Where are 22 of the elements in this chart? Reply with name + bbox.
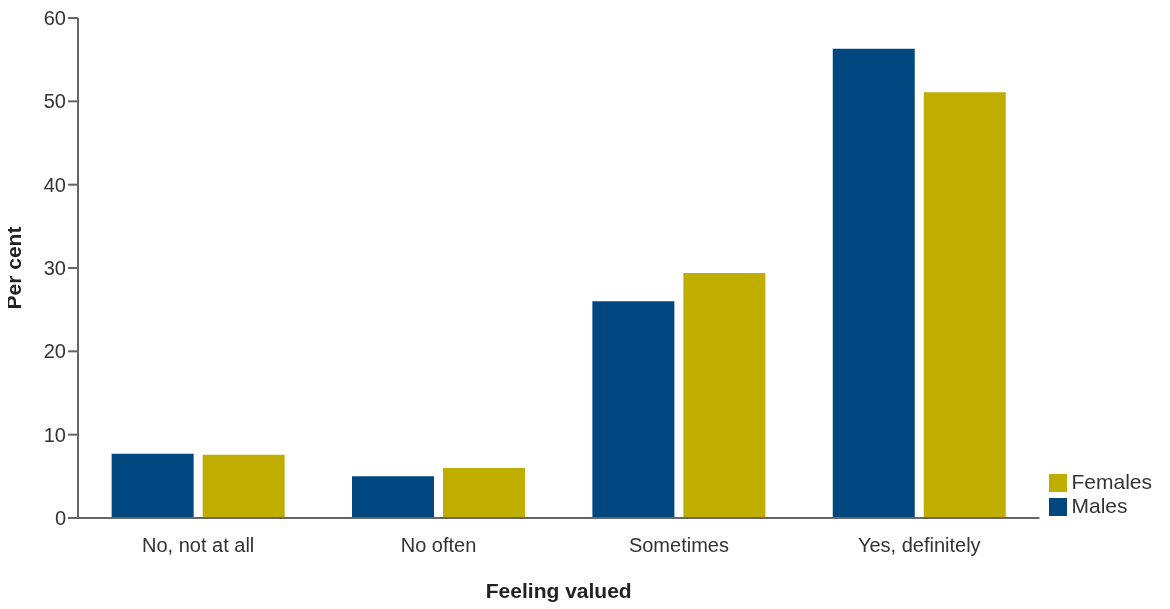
x-tick-label: Sometimes — [628, 534, 729, 557]
x-tick-label: Yes, definitely — [857, 534, 981, 557]
bar — [923, 92, 1006, 518]
y-tick-label: 60 — [43, 7, 66, 30]
bar — [352, 476, 435, 518]
y-tick-label: 20 — [43, 340, 66, 363]
x-tick-label: No often — [400, 534, 477, 557]
bar — [683, 273, 766, 518]
y-tick-label: 10 — [43, 423, 66, 446]
bar — [443, 468, 526, 518]
bar — [111, 453, 194, 518]
bar — [592, 301, 675, 518]
y-tick-label: 40 — [43, 173, 66, 196]
bar — [202, 454, 285, 518]
y-tick-label: 30 — [43, 257, 66, 280]
legend-label: Females — [1071, 470, 1152, 493]
legend-label: Males — [1071, 494, 1128, 517]
y-tick-label: 0 — [54, 507, 66, 530]
x-tick-label: No, not at all — [142, 534, 255, 557]
y-tick-label: 50 — [43, 90, 66, 113]
x-axis-title: Feeling valued — [485, 579, 632, 602]
bar — [832, 48, 915, 518]
